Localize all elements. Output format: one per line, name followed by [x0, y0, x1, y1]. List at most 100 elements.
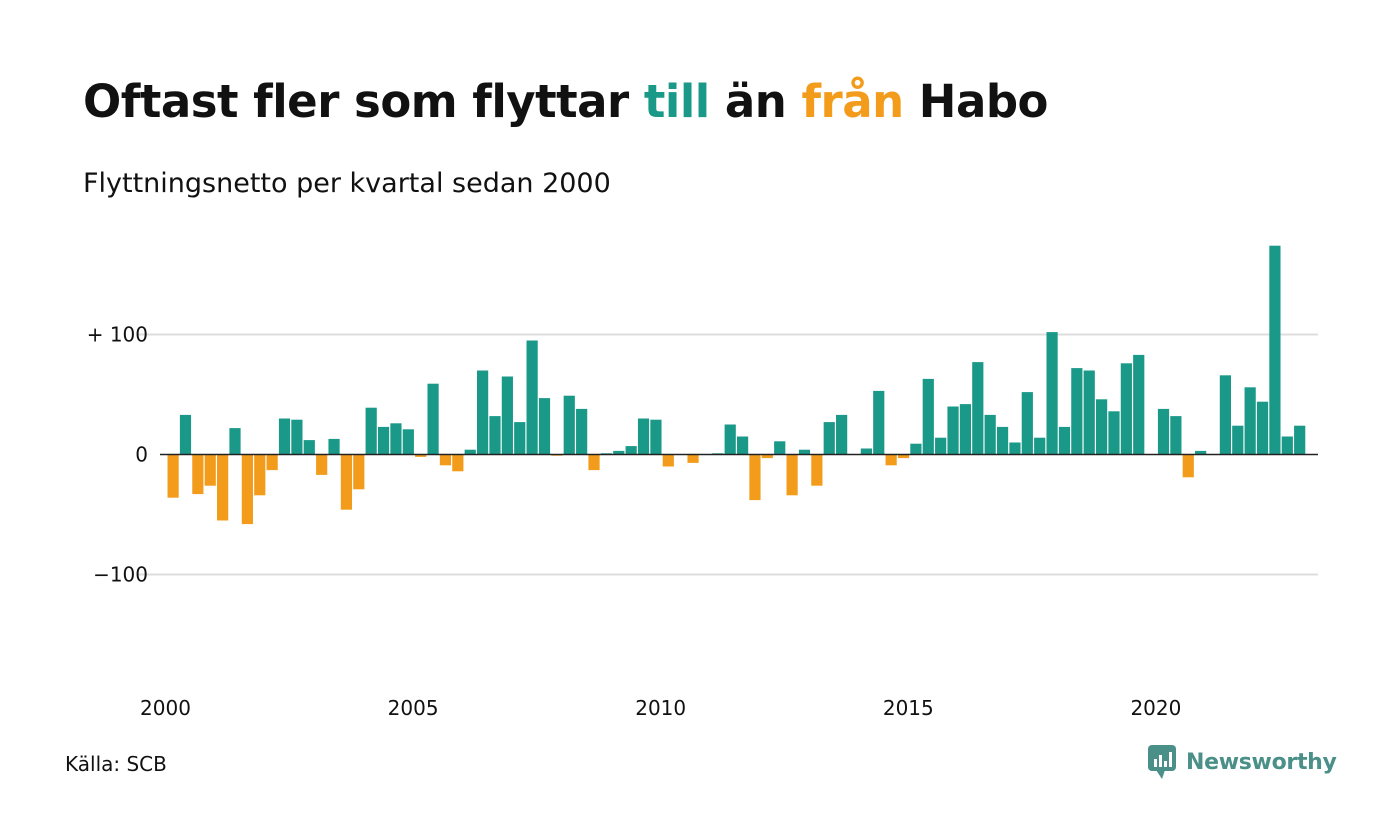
bar [1071, 368, 1083, 455]
bar [959, 404, 972, 455]
bar [328, 438, 340, 455]
bar [786, 454, 798, 496]
bar [650, 419, 662, 455]
x-tick-label: 2015 [883, 696, 934, 720]
bar [625, 446, 637, 455]
brand-logo: Newsworthy [1147, 742, 1337, 782]
newsworthy-icon [1148, 745, 1176, 779]
bar [291, 419, 303, 455]
bar [204, 454, 216, 486]
bar [452, 454, 464, 472]
x-tick-label: 2005 [388, 696, 439, 720]
bar [241, 454, 253, 525]
bar [910, 443, 922, 455]
bar [365, 407, 377, 455]
x-tick-label: 2010 [635, 696, 686, 720]
bar [377, 426, 390, 455]
bar [192, 454, 204, 495]
bar [761, 454, 773, 459]
bar [1244, 387, 1256, 455]
bar [1058, 426, 1071, 455]
bar [439, 454, 452, 466]
bar [885, 454, 897, 466]
title-text: Habo [903, 75, 1049, 128]
title-highlight-till: till [643, 75, 710, 128]
bar [972, 362, 984, 455]
title-highlight-fran: från [801, 75, 904, 128]
y-tick-label: + 100 [87, 323, 148, 347]
bar [1108, 411, 1120, 455]
bar [477, 370, 489, 455]
bar [1034, 437, 1046, 455]
bar [229, 428, 241, 455]
bar [1009, 442, 1021, 455]
bar [1294, 425, 1306, 455]
chart-subtitle: Flyttningsnetto per kvartal sedan 2000 [83, 168, 611, 199]
bar [588, 454, 600, 471]
bar [873, 390, 885, 455]
bar [984, 414, 996, 455]
source-note: Källa: SCB [65, 752, 167, 776]
bar [1269, 245, 1281, 455]
bar [687, 454, 699, 463]
bar [501, 376, 513, 455]
bar [489, 416, 501, 455]
chart-title: Oftast fler som flyttar till än från Hab… [83, 72, 1048, 132]
bar [1021, 392, 1033, 455]
bar [935, 437, 947, 455]
bar [390, 423, 402, 455]
bar [278, 418, 291, 455]
bar [1182, 454, 1194, 478]
bar [724, 424, 736, 455]
bar [217, 454, 229, 521]
bar [514, 422, 526, 455]
bar [996, 426, 1009, 455]
bar [823, 422, 835, 455]
bar [254, 454, 266, 496]
bar [526, 340, 538, 455]
bar [1195, 450, 1207, 455]
bar [897, 454, 910, 459]
bar [798, 449, 811, 455]
bar [1120, 363, 1132, 455]
y-tick-label: −100 [93, 563, 148, 587]
bar [947, 406, 959, 455]
bar [1046, 332, 1058, 455]
bar [1281, 436, 1293, 455]
bar [179, 414, 192, 455]
bar [402, 429, 414, 455]
bar [316, 454, 328, 475]
bar [662, 454, 674, 467]
x-tick-label: 2020 [1130, 696, 1181, 720]
bar [353, 454, 365, 490]
x-tick-label: 2000 [140, 696, 191, 720]
bar [749, 454, 761, 501]
bar [1232, 425, 1244, 455]
bar [1133, 354, 1145, 455]
bar [860, 448, 872, 455]
bar [427, 383, 439, 455]
bar [1219, 375, 1231, 455]
bar [340, 454, 353, 510]
bar [836, 414, 848, 455]
bar [1157, 408, 1170, 455]
bar [736, 436, 749, 455]
bar [464, 449, 476, 455]
bar [303, 440, 315, 455]
brand-name: Newsworthy [1186, 749, 1337, 775]
bar [1083, 370, 1095, 455]
bar [1170, 416, 1182, 455]
bar [167, 454, 179, 498]
bar [613, 450, 625, 455]
title-text: än [709, 75, 802, 128]
bar [1256, 401, 1269, 455]
bar [538, 398, 551, 455]
bar [637, 418, 650, 455]
bar [774, 441, 786, 455]
bar [922, 378, 934, 455]
y-tick-label: 0 [135, 443, 148, 467]
title-text: Oftast fler som flyttar [83, 75, 644, 128]
bar [576, 408, 588, 455]
